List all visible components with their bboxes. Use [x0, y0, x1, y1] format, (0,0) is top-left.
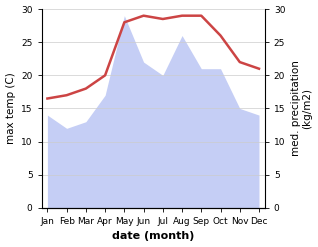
Y-axis label: med. precipitation
(kg/m2): med. precipitation (kg/m2) — [291, 61, 313, 156]
X-axis label: date (month): date (month) — [112, 231, 194, 242]
Y-axis label: max temp (C): max temp (C) — [5, 73, 16, 144]
